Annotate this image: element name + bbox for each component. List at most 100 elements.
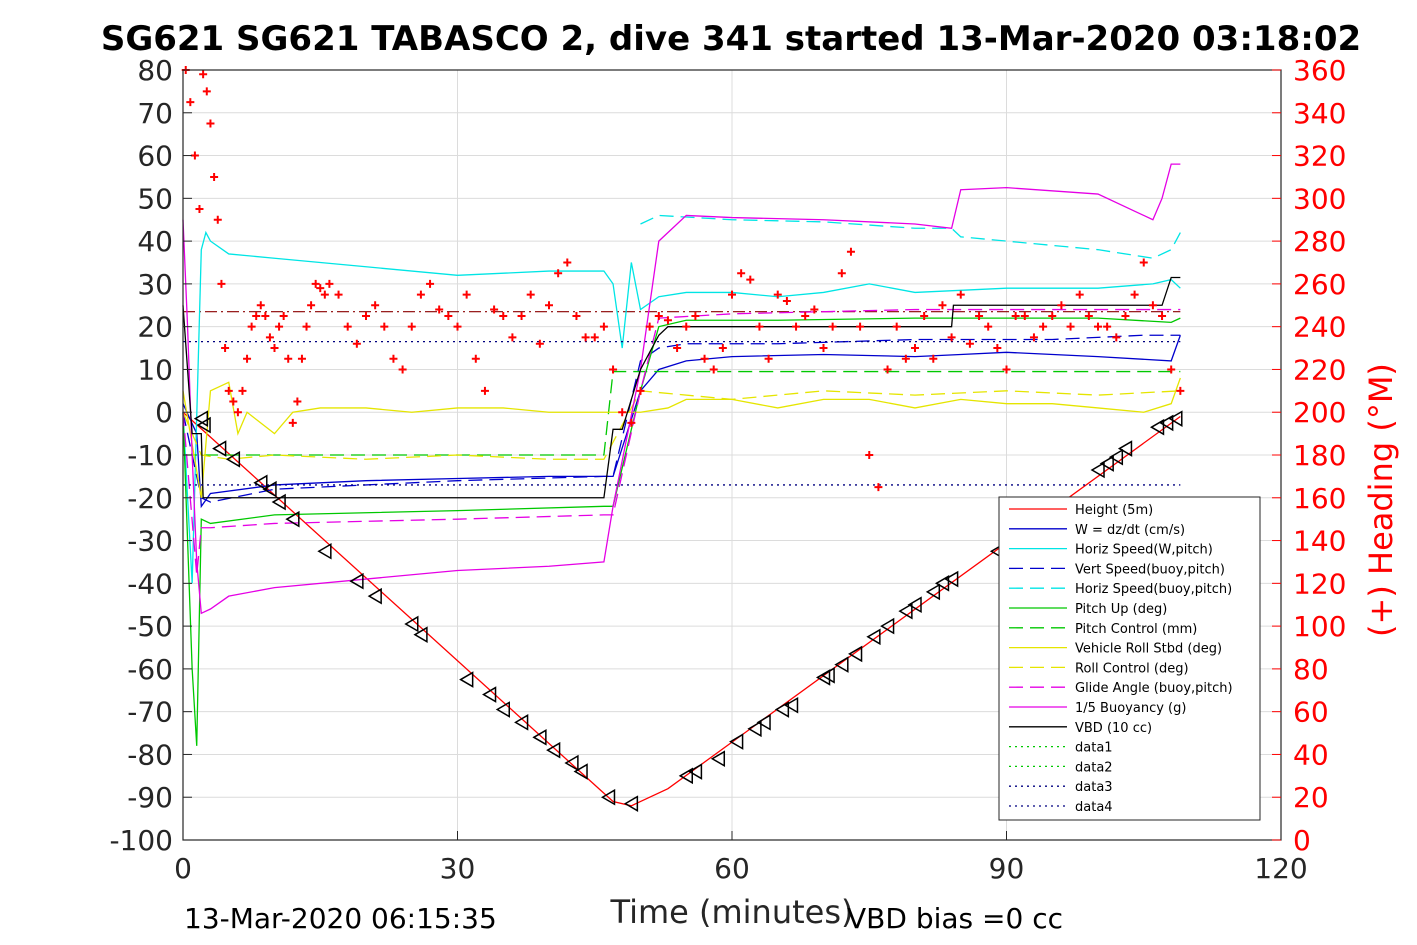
legend-label: Horiz Speed(buoy,pitch) bbox=[1075, 582, 1232, 597]
heading-marker bbox=[490, 305, 499, 314]
depth-marker bbox=[482, 686, 497, 703]
legend-label: 1/5 Buoyancy (g) bbox=[1075, 701, 1186, 716]
right-tick-label: 160 bbox=[1293, 482, 1346, 515]
heading-marker bbox=[590, 333, 599, 342]
right-tick-label: 140 bbox=[1293, 525, 1346, 558]
legend-label: data1 bbox=[1075, 741, 1113, 756]
depth-marker bbox=[1168, 410, 1183, 427]
heading-marker bbox=[645, 322, 654, 331]
depth-marker bbox=[907, 596, 922, 614]
depth-marker bbox=[573, 763, 588, 780]
x-axis: 0 30 60 90 120 bbox=[174, 831, 1308, 885]
left-axis: 80 70 60 50 40 30 20 10 0 -10 -20 -30 -40 -50 -60 -70 -8… bbox=[109, 54, 192, 857]
heading-marker bbox=[636, 386, 645, 395]
legend-label: data3 bbox=[1075, 780, 1113, 795]
depth-marker bbox=[404, 615, 419, 633]
heading-marker bbox=[874, 483, 883, 492]
heading-marker bbox=[929, 354, 938, 363]
heading-marker bbox=[233, 408, 242, 417]
heading-marker bbox=[782, 297, 791, 305]
heading-marker bbox=[737, 269, 746, 278]
left-tick-label: 40 bbox=[137, 225, 173, 258]
depth-marker bbox=[1159, 414, 1174, 432]
series-line-2 bbox=[182, 230, 1181, 584]
series-line-9 bbox=[182, 308, 1181, 575]
heading-marker bbox=[856, 322, 865, 331]
depth-marker bbox=[317, 542, 332, 560]
heading-marker bbox=[673, 344, 682, 353]
heading-marker bbox=[210, 172, 219, 181]
legend-label: Height (5m) bbox=[1075, 503, 1153, 518]
heading-marker bbox=[728, 290, 736, 299]
heading-marker bbox=[663, 316, 672, 325]
heading-marker bbox=[1039, 322, 1048, 331]
legend-label: W = dz/dt (cm/s) bbox=[1075, 523, 1185, 538]
heading-marker bbox=[243, 354, 252, 363]
depth-marker bbox=[212, 440, 227, 457]
depth-marker bbox=[866, 628, 881, 646]
heading-marker bbox=[238, 386, 247, 395]
right-tick-label: 220 bbox=[1293, 353, 1346, 386]
depth-marker bbox=[514, 714, 529, 731]
heading-marker bbox=[265, 333, 274, 342]
depth-marker bbox=[367, 587, 382, 605]
heading-marker bbox=[535, 339, 544, 348]
heading-marker bbox=[1029, 333, 1038, 342]
heading-marker bbox=[261, 311, 270, 320]
heading-marker bbox=[718, 344, 727, 353]
depth-marker bbox=[564, 754, 579, 772]
heading-marker bbox=[1139, 258, 1148, 267]
series-line-5 bbox=[182, 317, 1181, 746]
heading-marker bbox=[691, 311, 700, 320]
heading-marker bbox=[700, 354, 709, 363]
heading-marker bbox=[554, 269, 563, 278]
heading-marker bbox=[572, 311, 581, 320]
heading-marker bbox=[1148, 301, 1157, 310]
heading-marker bbox=[1130, 290, 1139, 299]
series-line-3 bbox=[182, 334, 1181, 503]
left-tick-label: 80 bbox=[137, 54, 173, 87]
left-tick-label: -50 bbox=[127, 610, 173, 643]
heading-marker bbox=[1112, 333, 1121, 342]
data-layer bbox=[181, 66, 1185, 812]
heading-marker bbox=[1020, 311, 1029, 320]
heading-marker bbox=[1094, 322, 1102, 331]
heading-marker bbox=[252, 311, 261, 320]
right-tick-label: 40 bbox=[1293, 738, 1329, 771]
heading-marker bbox=[526, 290, 535, 299]
heading-marker bbox=[416, 290, 425, 299]
heading-marker bbox=[975, 311, 984, 320]
heading-marker bbox=[609, 365, 618, 374]
left-tick-label: 30 bbox=[137, 268, 173, 301]
heading-marker bbox=[270, 344, 279, 353]
series-line-7 bbox=[182, 377, 1181, 498]
footer-vbd-bias: VBD bias =0 cc bbox=[847, 902, 1063, 935]
depth-marker bbox=[623, 795, 639, 812]
depth-marker bbox=[729, 733, 744, 750]
heading-marker bbox=[846, 247, 855, 256]
depth-marker bbox=[495, 701, 510, 718]
heading-marker bbox=[362, 311, 370, 320]
series-line-4 bbox=[640, 214, 1181, 259]
right-tick-label: 20 bbox=[1293, 781, 1329, 814]
x-tick-label: 90 bbox=[989, 852, 1025, 885]
depth-marker bbox=[1090, 461, 1105, 479]
heading-marker bbox=[343, 322, 352, 331]
depth-marker bbox=[196, 416, 211, 434]
heading-marker bbox=[792, 322, 801, 331]
depth-marker bbox=[898, 602, 913, 620]
legend: Height (5m) W = dz/dt (cm/s) Horiz Speed(W… bbox=[998, 496, 1261, 821]
heading-marker bbox=[1176, 386, 1185, 395]
heading-marker bbox=[1048, 311, 1057, 320]
right-tick-label: 240 bbox=[1293, 311, 1346, 344]
heading-marker bbox=[508, 333, 517, 342]
depth-marker bbox=[1099, 455, 1114, 472]
heading-marker bbox=[764, 354, 773, 363]
heading-marker bbox=[517, 311, 526, 320]
depth-marker bbox=[880, 617, 895, 635]
heading-marker bbox=[284, 354, 293, 363]
right-tick-label: 80 bbox=[1293, 653, 1329, 686]
right-tick-label: 60 bbox=[1293, 696, 1329, 729]
left-tick-label: -40 bbox=[127, 567, 173, 600]
heading-marker bbox=[563, 258, 572, 267]
